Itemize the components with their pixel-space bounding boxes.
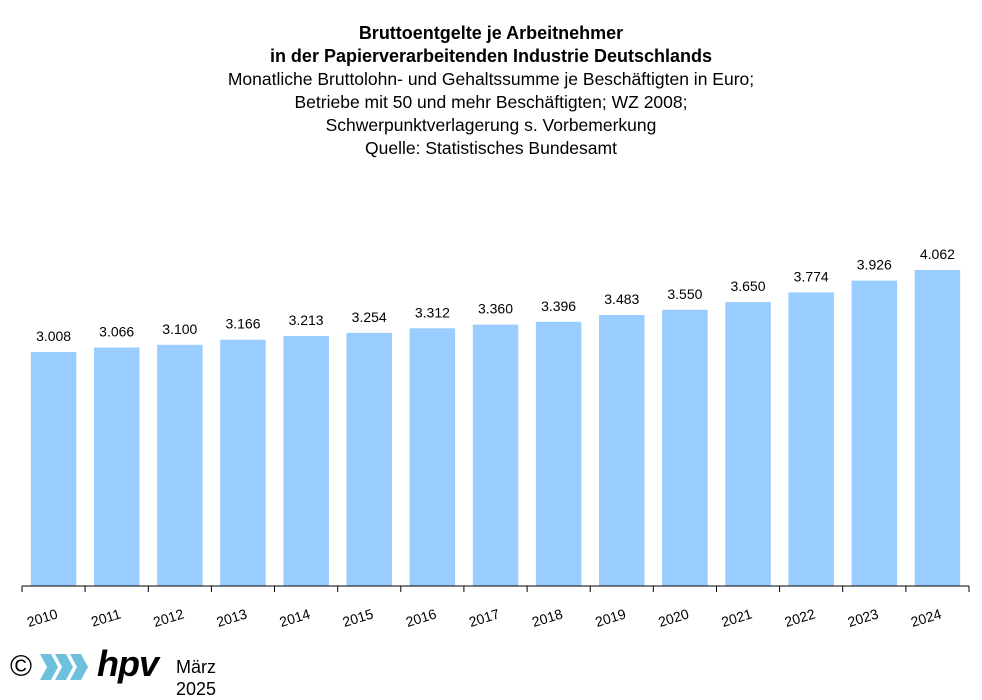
hpv-logo-arrows-icon [40,654,88,680]
x-tick-label-2020: 2020 [656,606,691,630]
bar-2018 [535,321,582,586]
bar-2012 [157,344,203,586]
value-label-2014: 3.213 [289,312,324,328]
copyright-symbol: © [10,650,33,683]
value-labels-group: 3.008 3.066 3.100 3.166 3.213 3.254 3.312 3.360… [36,246,955,344]
bars-group [30,270,961,586]
bar-2022 [788,292,834,586]
chart-subtitle-line-2: Betriebe mit 50 und mehr Beschäftigten; … [294,92,688,112]
bar-2010 [30,352,77,586]
value-label-2011: 3.066 [99,324,134,340]
value-label-2018: 3.396 [541,298,576,314]
x-tick-label-2019: 2019 [593,606,628,630]
value-label-2017: 3.360 [478,301,513,317]
bar-2016 [409,328,456,586]
x-axis-ticks [21,586,970,592]
value-label-2019: 3.483 [604,291,639,307]
x-tick-label-2023: 2023 [846,606,881,630]
bar-2019 [599,315,645,586]
value-label-2022: 3.774 [794,268,829,284]
value-label-2013: 3.166 [225,316,260,332]
value-label-2024: 4.062 [920,246,955,262]
chart-subtitle-line-1: Monatliche Bruttolohn- und Gehaltssumme … [227,69,755,89]
x-tick-label-2018: 2018 [530,606,565,630]
x-axis-tick-labels: 2010 2011 2012 2013 2014 2015 2016 2017 2018 2019… [25,606,943,630]
bar-2023 [851,280,898,586]
chart-subtitle-line-3: Schwerpunktverlagerung s. Vorbemerkung [325,115,657,135]
value-label-2010: 3.008 [36,328,71,344]
value-label-2021: 3.650 [730,278,765,294]
x-tick-label-2012: 2012 [151,606,186,630]
x-tick-label-2021: 2021 [719,606,754,630]
chart-source-line: Quelle: Statistisches Bundesamt [365,138,617,158]
x-tick-label-2015: 2015 [341,606,376,630]
bar-2015 [346,332,392,586]
x-tick-label-2011: 2011 [89,606,123,630]
value-label-2023: 3.926 [857,257,892,273]
hpv-logo-text: hpv [97,643,159,684]
x-tick-label-2022: 2022 [783,606,818,630]
value-label-2016: 3.312 [415,304,450,320]
bar-2011 [94,347,140,586]
value-label-2012: 3.100 [162,321,197,337]
x-tick-label-2024: 2024 [909,606,944,630]
value-label-2015: 3.254 [352,309,387,325]
bar-2021 [725,302,771,586]
chart-title-line-1: Bruttoentgelte je Arbeitnehmer [358,23,624,43]
x-tick-label-2010: 2010 [25,606,60,630]
bar-2024 [914,270,961,586]
x-tick-label-2014: 2014 [278,606,313,630]
chart-title-line-2: in der Papierverarbeitenden Industrie De… [269,46,713,66]
bar-2013 [220,339,266,586]
bar-2017 [472,324,519,586]
x-tick-label-2017: 2017 [467,606,502,630]
value-label-2020: 3.550 [667,286,702,302]
bar-2014 [283,336,329,586]
footer-date: März 2025 [176,657,217,699]
x-tick-label-2013: 2013 [214,606,249,630]
chart-title-block: Bruttoentgelte je Arbeitnehmer in der Pa… [0,22,982,160]
bar-2020 [662,309,708,586]
x-tick-label-2016: 2016 [404,606,439,630]
